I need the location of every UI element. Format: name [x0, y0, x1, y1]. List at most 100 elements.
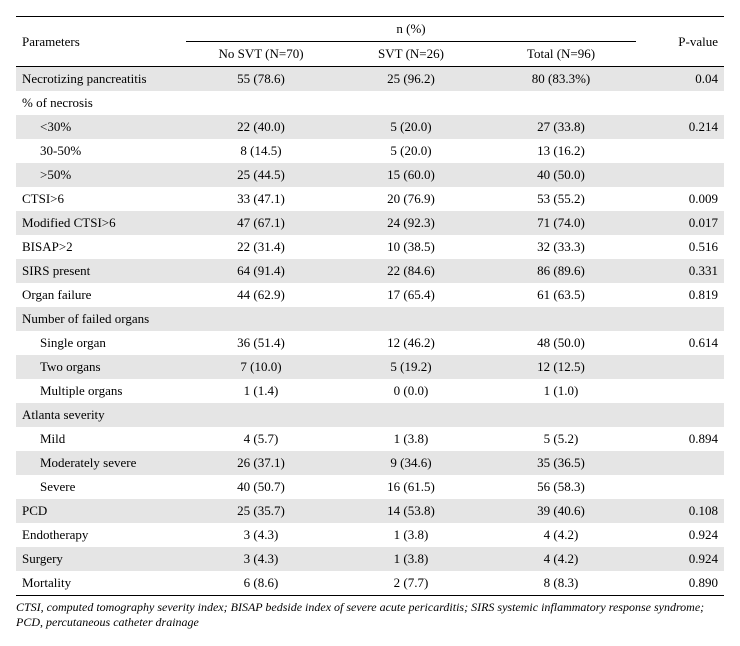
- data-table: Parameters n (%) P-value No SVT (N=70) S…: [16, 16, 724, 595]
- header-total: Total (N=96): [486, 42, 636, 67]
- header-n-percent: n (%): [186, 17, 636, 42]
- cell-svt: 5 (19.2): [336, 355, 486, 379]
- row-label: Necrotizing pancreatitis: [16, 67, 186, 92]
- cell-pvalue: [636, 451, 724, 475]
- cell-pvalue: 0.009: [636, 187, 724, 211]
- cell-total: 71 (74.0): [486, 211, 636, 235]
- cell-total: 32 (33.3): [486, 235, 636, 259]
- table-row: Two organs7 (10.0)5 (19.2)12 (12.5): [16, 355, 724, 379]
- cell-pvalue: [636, 379, 724, 403]
- cell-no-svt: 7 (10.0): [186, 355, 336, 379]
- cell-svt: 25 (96.2): [336, 67, 486, 92]
- table-row: 30-50%8 (14.5)5 (20.0)13 (16.2): [16, 139, 724, 163]
- cell-svt: 9 (34.6): [336, 451, 486, 475]
- cell-pvalue: [636, 403, 724, 427]
- cell-total: 40 (50.0): [486, 163, 636, 187]
- cell-total: 5 (5.2): [486, 427, 636, 451]
- table-row: <30%22 (40.0)5 (20.0)27 (33.8)0.214: [16, 115, 724, 139]
- cell-no-svt: 36 (51.4): [186, 331, 336, 355]
- row-label: Endotherapy: [16, 523, 186, 547]
- cell-svt: 5 (20.0): [336, 115, 486, 139]
- cell-total: 4 (4.2): [486, 547, 636, 571]
- cell-svt: 10 (38.5): [336, 235, 486, 259]
- row-label: Atlanta severity: [16, 403, 186, 427]
- row-label: Two organs: [16, 355, 186, 379]
- cell-pvalue: 0.894: [636, 427, 724, 451]
- cell-no-svt: [186, 91, 336, 115]
- cell-svt: [336, 307, 486, 331]
- cell-svt: 17 (65.4): [336, 283, 486, 307]
- cell-no-svt: 25 (35.7): [186, 499, 336, 523]
- table-row: Organ failure44 (62.9)17 (65.4)61 (63.5)…: [16, 283, 724, 307]
- cell-total: 56 (58.3): [486, 475, 636, 499]
- table-header: Parameters n (%) P-value No SVT (N=70) S…: [16, 17, 724, 67]
- cell-svt: 1 (3.8): [336, 547, 486, 571]
- row-label: Multiple organs: [16, 379, 186, 403]
- header-svt: SVT (N=26): [336, 42, 486, 67]
- cell-pvalue: [636, 139, 724, 163]
- cell-no-svt: [186, 307, 336, 331]
- table-row: SIRS present64 (91.4)22 (84.6)86 (89.6)0…: [16, 259, 724, 283]
- row-label: PCD: [16, 499, 186, 523]
- cell-total: 39 (40.6): [486, 499, 636, 523]
- cell-total: 27 (33.8): [486, 115, 636, 139]
- row-label: % of necrosis: [16, 91, 186, 115]
- row-label: <30%: [16, 115, 186, 139]
- cell-svt: 16 (61.5): [336, 475, 486, 499]
- table-row: PCD25 (35.7)14 (53.8)39 (40.6)0.108: [16, 499, 724, 523]
- table-body: Necrotizing pancreatitis55 (78.6)25 (96.…: [16, 67, 724, 596]
- cell-no-svt: 6 (8.6): [186, 571, 336, 595]
- cell-pvalue: [636, 163, 724, 187]
- header-no-svt: No SVT (N=70): [186, 42, 336, 67]
- cell-no-svt: 22 (31.4): [186, 235, 336, 259]
- header-pvalue: P-value: [636, 17, 724, 67]
- cell-total: 61 (63.5): [486, 283, 636, 307]
- cell-no-svt: 3 (4.3): [186, 523, 336, 547]
- cell-no-svt: [186, 403, 336, 427]
- cell-svt: 2 (7.7): [336, 571, 486, 595]
- cell-svt: 15 (60.0): [336, 163, 486, 187]
- cell-pvalue: 0.614: [636, 331, 724, 355]
- row-label: Organ failure: [16, 283, 186, 307]
- cell-pvalue: 0.108: [636, 499, 724, 523]
- table-row: Single organ36 (51.4)12 (46.2)48 (50.0)0…: [16, 331, 724, 355]
- row-label: Number of failed organs: [16, 307, 186, 331]
- cell-total: 1 (1.0): [486, 379, 636, 403]
- cell-total: [486, 403, 636, 427]
- table-row: Modified CTSI>647 (67.1)24 (92.3)71 (74.…: [16, 211, 724, 235]
- cell-pvalue: 0.214: [636, 115, 724, 139]
- cell-no-svt: 3 (4.3): [186, 547, 336, 571]
- cell-total: 35 (36.5): [486, 451, 636, 475]
- row-label: 30-50%: [16, 139, 186, 163]
- cell-svt: [336, 403, 486, 427]
- cell-no-svt: 26 (37.1): [186, 451, 336, 475]
- cell-total: 53 (55.2): [486, 187, 636, 211]
- row-label: Mortality: [16, 571, 186, 595]
- header-parameters: Parameters: [16, 17, 186, 67]
- cell-no-svt: 8 (14.5): [186, 139, 336, 163]
- cell-pvalue: [636, 355, 724, 379]
- cell-total: 80 (83.3%): [486, 67, 636, 92]
- cell-total: 4 (4.2): [486, 523, 636, 547]
- table-row: Necrotizing pancreatitis55 (78.6)25 (96.…: [16, 67, 724, 92]
- cell-pvalue: 0.819: [636, 283, 724, 307]
- cell-pvalue: [636, 91, 724, 115]
- row-label: Mild: [16, 427, 186, 451]
- cell-no-svt: 22 (40.0): [186, 115, 336, 139]
- cell-svt: 12 (46.2): [336, 331, 486, 355]
- cell-no-svt: 64 (91.4): [186, 259, 336, 283]
- cell-svt: 1 (3.8): [336, 427, 486, 451]
- row-label: SIRS present: [16, 259, 186, 283]
- row-label: CTSI>6: [16, 187, 186, 211]
- table-row: Mild4 (5.7)1 (3.8)5 (5.2)0.894: [16, 427, 724, 451]
- cell-pvalue: 0.924: [636, 547, 724, 571]
- cell-pvalue: 0.890: [636, 571, 724, 595]
- table-row: Severe40 (50.7)16 (61.5)56 (58.3): [16, 475, 724, 499]
- table-row: Moderately severe26 (37.1)9 (34.6)35 (36…: [16, 451, 724, 475]
- cell-total: 13 (16.2): [486, 139, 636, 163]
- cell-svt: 1 (3.8): [336, 523, 486, 547]
- row-label: Single organ: [16, 331, 186, 355]
- cell-total: [486, 91, 636, 115]
- cell-svt: 20 (76.9): [336, 187, 486, 211]
- table-row: >50%25 (44.5)15 (60.0)40 (50.0): [16, 163, 724, 187]
